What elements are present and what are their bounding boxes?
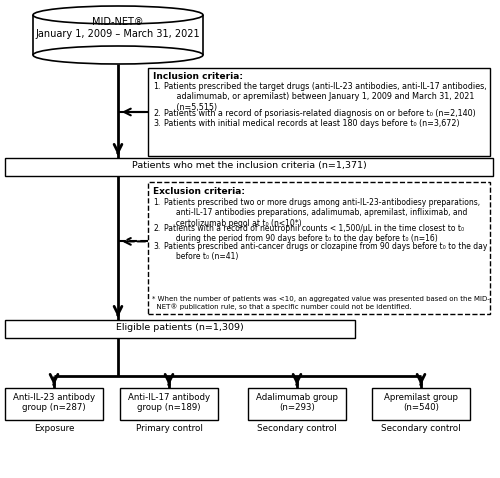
Ellipse shape xyxy=(33,46,203,64)
Text: Anti-IL-17 antibody
group (n=189): Anti-IL-17 antibody group (n=189) xyxy=(128,393,210,413)
Text: 2.: 2. xyxy=(153,224,160,233)
Bar xyxy=(33,15,203,55)
Text: 2.: 2. xyxy=(153,109,160,118)
Text: Adalimumab group
(n=293): Adalimumab group (n=293) xyxy=(256,393,338,413)
Bar xyxy=(120,388,218,420)
Bar xyxy=(5,158,493,176)
Bar xyxy=(5,388,103,420)
Ellipse shape xyxy=(33,6,203,24)
Text: Anti-IL-23 antibody
group (n=287): Anti-IL-23 antibody group (n=287) xyxy=(13,393,95,413)
Text: Patients with a record of neutrophil counts < 1,500/μL in the time closest to t₀: Patients with a record of neutrophil cou… xyxy=(164,224,464,243)
Bar xyxy=(148,182,490,314)
Text: Exposure: Exposure xyxy=(34,424,74,433)
Text: Patients who met the inclusion criteria (n=1,371): Patients who met the inclusion criteria … xyxy=(132,161,366,170)
Text: Patients prescribed anti-cancer drugs or clozapine from 90 days before t₀ to the: Patients prescribed anti-cancer drugs or… xyxy=(164,242,488,261)
Text: Inclusion criteria:: Inclusion criteria: xyxy=(153,72,243,81)
Text: Secondary control: Secondary control xyxy=(381,424,461,433)
Bar xyxy=(248,388,346,420)
Text: Patients prescribed two or more drugs among anti-IL-23-antibodiesy preparations,: Patients prescribed two or more drugs am… xyxy=(164,198,480,228)
Text: Patients prescribed the target drugs (anti-IL-23 antibodies, anti-IL-17 antibodi: Patients prescribed the target drugs (an… xyxy=(164,82,486,112)
Text: 1.: 1. xyxy=(153,82,160,91)
Text: * When the number of patients was <10, an aggregated value was presented based o: * When the number of patients was <10, a… xyxy=(152,296,490,310)
Text: Apremilast group
(n=540): Apremilast group (n=540) xyxy=(384,393,458,413)
Text: 3.: 3. xyxy=(153,242,160,251)
Text: Patients with a record of psoriasis-related diagnosis on or before t₀ (n=2,140): Patients with a record of psoriasis-rela… xyxy=(164,109,476,118)
Text: Eligible patients (n=1,309): Eligible patients (n=1,309) xyxy=(116,323,244,332)
Text: 1.: 1. xyxy=(153,198,160,207)
Text: Secondary control: Secondary control xyxy=(257,424,337,433)
Text: 3.: 3. xyxy=(153,119,160,128)
Bar xyxy=(5,320,355,338)
Bar xyxy=(372,388,470,420)
Text: Primary control: Primary control xyxy=(136,424,202,433)
Text: Patients with initial medical records at least 180 days before t₀ (n=3,672): Patients with initial medical records at… xyxy=(164,119,460,128)
Bar xyxy=(148,68,490,156)
Text: Exclusion criteria:: Exclusion criteria: xyxy=(153,187,245,196)
Text: MID-NET®
January 1, 2009 – March 31, 2021: MID-NET® January 1, 2009 – March 31, 202… xyxy=(36,17,200,39)
